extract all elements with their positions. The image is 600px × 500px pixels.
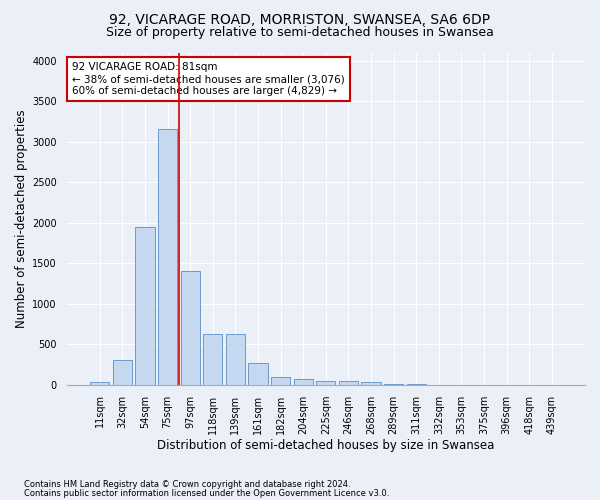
- Bar: [203, 334, 223, 384]
- Bar: [226, 334, 245, 384]
- Bar: [181, 272, 200, 384]
- Bar: [339, 382, 358, 384]
- Bar: [90, 382, 109, 384]
- Bar: [293, 378, 313, 384]
- Bar: [113, 360, 132, 384]
- Bar: [361, 382, 380, 384]
- X-axis label: Distribution of semi-detached houses by size in Swansea: Distribution of semi-detached houses by …: [157, 440, 494, 452]
- Bar: [158, 130, 177, 384]
- Text: 92 VICARAGE ROAD: 81sqm
← 38% of semi-detached houses are smaller (3,076)
60% of: 92 VICARAGE ROAD: 81sqm ← 38% of semi-de…: [72, 62, 344, 96]
- Text: Size of property relative to semi-detached houses in Swansea: Size of property relative to semi-detach…: [106, 26, 494, 39]
- Text: Contains public sector information licensed under the Open Government Licence v3: Contains public sector information licen…: [24, 488, 389, 498]
- Y-axis label: Number of semi-detached properties: Number of semi-detached properties: [15, 110, 28, 328]
- Bar: [248, 363, 268, 384]
- Text: Contains HM Land Registry data © Crown copyright and database right 2024.: Contains HM Land Registry data © Crown c…: [24, 480, 350, 489]
- Text: 92, VICARAGE ROAD, MORRISTON, SWANSEA, SA6 6DP: 92, VICARAGE ROAD, MORRISTON, SWANSEA, S…: [109, 12, 491, 26]
- Bar: [136, 226, 155, 384]
- Bar: [271, 376, 290, 384]
- Bar: [316, 380, 335, 384]
